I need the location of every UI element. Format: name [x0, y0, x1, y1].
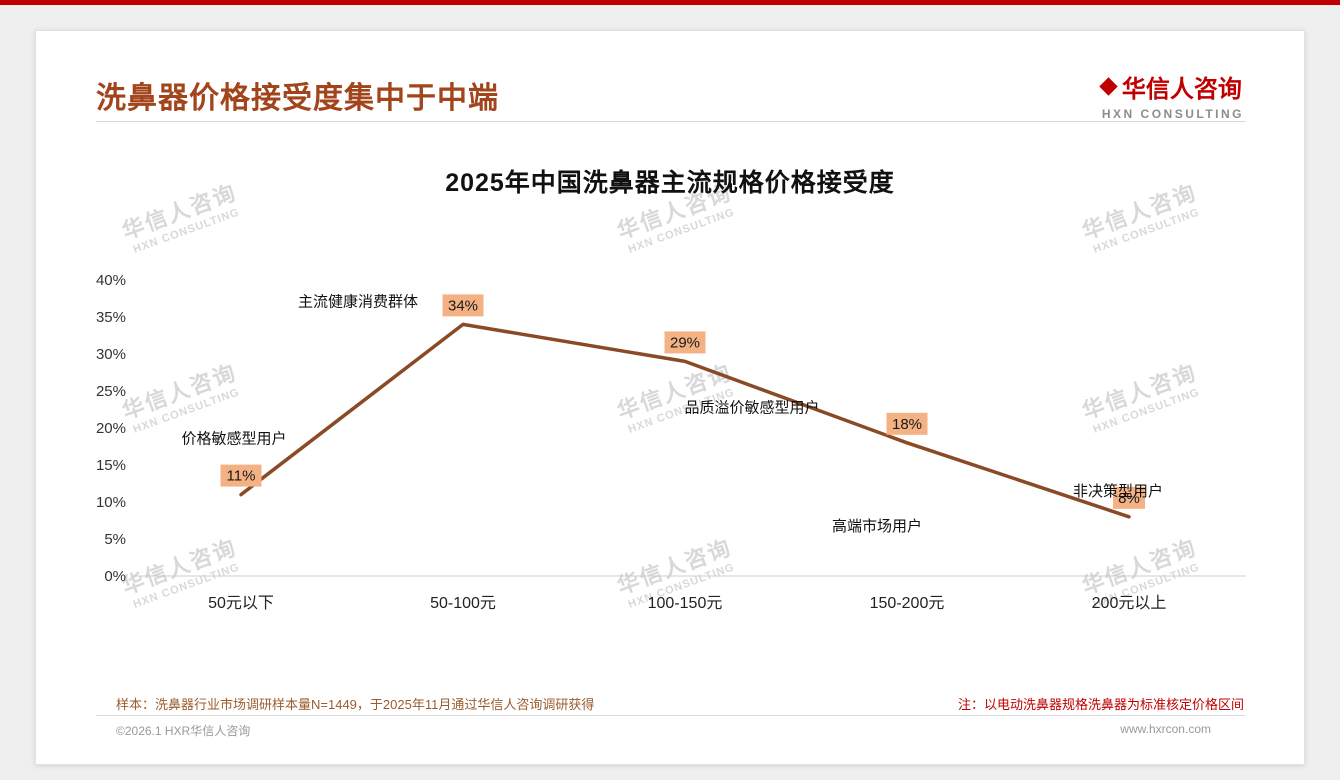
annotation: 高端市场用户: [832, 518, 922, 535]
x-axis-label: 200元以上: [1092, 594, 1167, 612]
logo-icon: [1099, 77, 1118, 96]
annotation: 非决策型用户: [1073, 483, 1163, 500]
x-axis-label: 50-100元: [430, 595, 496, 612]
y-tick-label: 30%: [96, 346, 126, 363]
logo-text-en: HXN CONSULTING: [1101, 107, 1244, 121]
annotation: 价格敏感型用户: [181, 431, 286, 448]
y-tick-label: 20%: [96, 420, 126, 437]
data-point-label: 11%: [227, 468, 256, 485]
data-point-label-box: [664, 331, 706, 354]
website: www.hxrcon.com: [1120, 722, 1211, 736]
y-tick-label: 5%: [104, 531, 126, 548]
copyright: ©2026.1 HXR华信人咨询: [116, 724, 251, 738]
data-point-label: 29%: [670, 334, 700, 351]
annotation: 品质溢价敏感型用户: [684, 399, 819, 416]
y-tick-label: 15%: [96, 457, 126, 474]
y-tick-label: 40%: [96, 272, 126, 289]
x-axis-label: 50元以下: [208, 595, 274, 612]
trend-line: [239, 322, 1131, 519]
x-axis-label: 100-150元: [648, 595, 723, 612]
page-title: 洗鼻器价格接受度集中于中端: [96, 82, 499, 115]
annotation: 主流健康消费群体: [298, 293, 418, 310]
slide-card: 华信人咨询 HXN CONSULTING 华信人咨询 HXN CONSULTING 华信…: [35, 30, 1305, 765]
y-tick-label: 35%: [96, 309, 126, 326]
y-tick-label: 0%: [104, 568, 126, 585]
data-point-label-box: [886, 412, 928, 435]
sample-note: 样本：洗鼻器行业市场调研样本量N=1449，于2025年11月通过华信人咨询调研…: [116, 697, 595, 712]
data-point-label-box: [220, 464, 262, 487]
data-point-label: 8%: [1118, 490, 1140, 507]
data-point-label-box: [442, 294, 484, 317]
chart-title: 2025年中国洗鼻器主流规格价格接受度: [445, 169, 895, 197]
top-accent-bar: [0, 0, 1340, 5]
y-tick-label: 25%: [96, 383, 126, 400]
price-note: 注：以电动洗鼻器规格洗鼻器为标准核定价格区间: [957, 697, 1244, 712]
x-axis-label: 150-200元: [870, 595, 945, 612]
chart-svg: 0% 5% 10% 15% 20% 25% 30% 35% 40% 50元以下 50-100元 100…: [96, 272, 1246, 612]
footer-divider: [96, 715, 1246, 716]
data-point-label: 34%: [448, 297, 478, 314]
data-point-label-box: [1113, 486, 1145, 509]
brand-logo: 华信人咨询 HXN CONSULTING: [1099, 69, 1244, 121]
header-divider: [96, 121, 1246, 122]
y-tick-label: 10%: [96, 494, 126, 511]
logo-text-cn: 华信人咨询: [1121, 76, 1242, 103]
data-point-label: 18%: [892, 416, 922, 433]
